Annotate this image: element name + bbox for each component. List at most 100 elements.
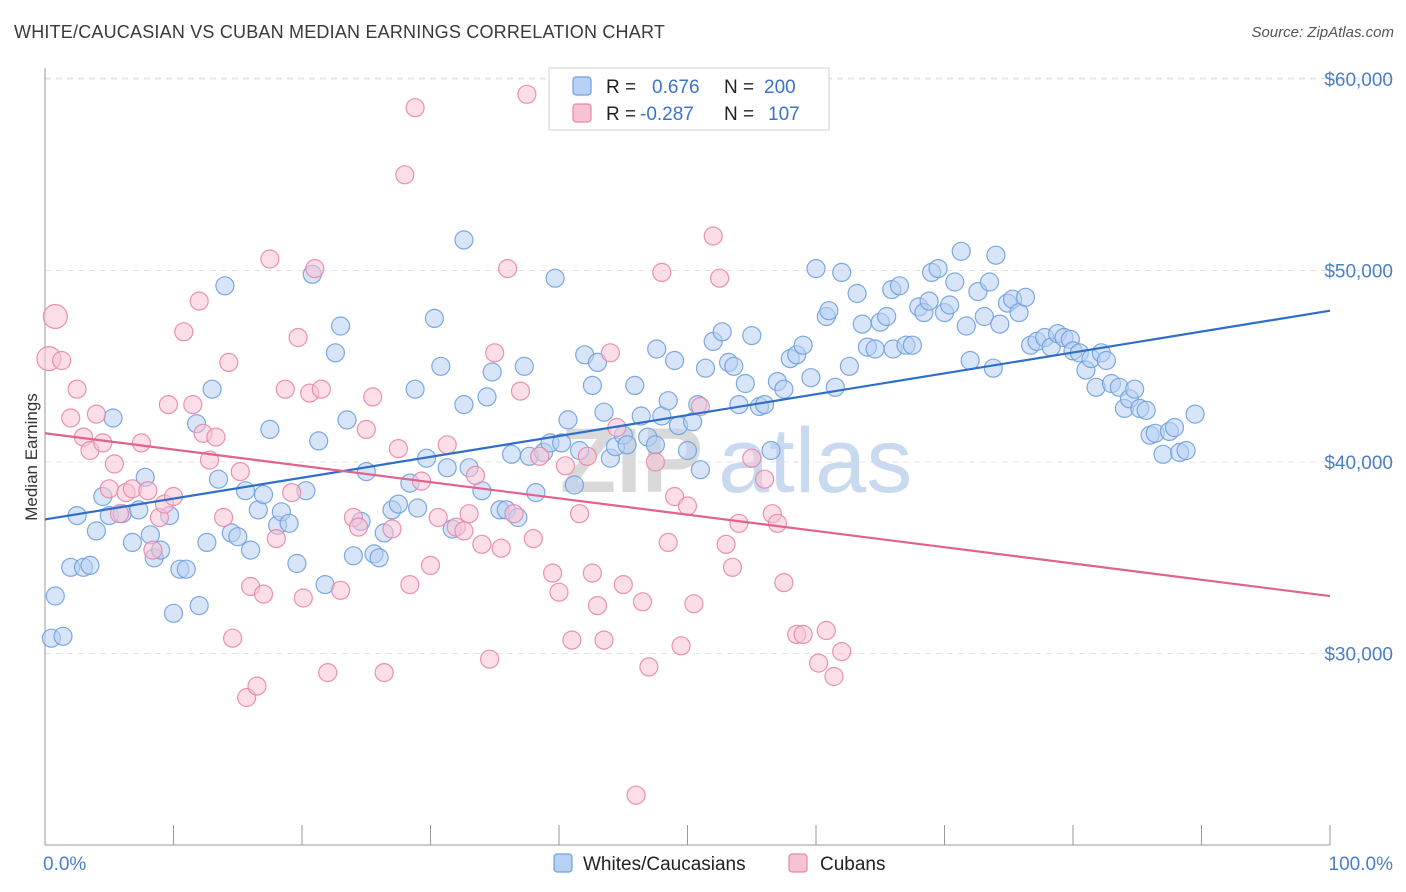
point-whites-91 bbox=[631, 406, 651, 426]
point-cubans-39 bbox=[288, 327, 308, 348]
point-cubans-73 bbox=[530, 446, 550, 466]
point-cubans-21 bbox=[174, 322, 194, 342]
point-whites-134 bbox=[889, 276, 910, 296]
point-whites-113 bbox=[761, 440, 781, 461]
y-tick-label-1: $40,000 bbox=[1324, 453, 1393, 474]
point-cubans-22 bbox=[183, 395, 203, 415]
point-cubans-72 bbox=[523, 528, 543, 549]
point-whites-27 bbox=[215, 276, 235, 296]
point-cubans-26 bbox=[206, 427, 226, 447]
point-whites-146 bbox=[956, 316, 976, 336]
bottom-legend-label-whites[interactable]: Whites/Caucasians bbox=[583, 854, 746, 875]
point-whites-78 bbox=[551, 433, 572, 453]
point-whites-10 bbox=[103, 408, 123, 428]
point-whites-99 bbox=[677, 440, 698, 461]
point-cubans-23 bbox=[189, 291, 209, 311]
point-cubans-96 bbox=[690, 396, 711, 417]
point-whites-145 bbox=[951, 241, 971, 261]
point-whites-89 bbox=[617, 435, 637, 455]
point-cubans-59 bbox=[437, 435, 457, 455]
x-tick-label-max: 100.0% bbox=[1329, 854, 1394, 875]
trend-line-whites bbox=[44, 309, 1331, 521]
x-tick-label-min: 0.0% bbox=[43, 854, 86, 875]
point-whites-60 bbox=[437, 458, 457, 478]
point-whites-151 bbox=[983, 358, 1003, 378]
point-whites-93 bbox=[647, 339, 667, 359]
point-whites-79 bbox=[558, 410, 578, 430]
point-cubans-48 bbox=[356, 419, 376, 439]
point-whites-7 bbox=[86, 521, 107, 541]
point-cubans-77 bbox=[562, 630, 582, 650]
point-whites-23 bbox=[189, 595, 209, 616]
point-cubans-94 bbox=[677, 496, 698, 516]
bottom-legend-label-cubans[interactable]: Cubans bbox=[820, 854, 886, 875]
point-whites-58 bbox=[424, 308, 444, 328]
point-cubans-53 bbox=[395, 165, 415, 185]
point-cubans-30 bbox=[230, 462, 250, 482]
point-whites-41 bbox=[309, 431, 329, 451]
point-whites-34 bbox=[260, 419, 280, 439]
point-whites-85 bbox=[594, 402, 614, 422]
bottom-legend-swatch-cubans[interactable] bbox=[788, 853, 808, 873]
point-whites-70 bbox=[501, 444, 522, 464]
point-whites-77 bbox=[545, 268, 565, 288]
point-cubans-86 bbox=[626, 785, 646, 805]
point-whites-126 bbox=[847, 283, 867, 304]
point-cubans-70 bbox=[510, 381, 531, 401]
point-cubans-37 bbox=[275, 379, 295, 399]
point-cubans-105 bbox=[767, 513, 788, 533]
legend-n-label-whites: N = bbox=[724, 77, 754, 98]
point-whites-25 bbox=[202, 379, 222, 399]
point-whites-24 bbox=[197, 532, 217, 553]
point-whites-97 bbox=[664, 350, 685, 371]
point-cubans-40 bbox=[293, 588, 313, 608]
point-whites-110 bbox=[742, 326, 762, 346]
point-cubans-100 bbox=[722, 557, 743, 577]
point-whites-38 bbox=[287, 553, 307, 574]
point-cubans-102 bbox=[742, 448, 762, 468]
point-whites-153 bbox=[990, 314, 1010, 334]
point-whites-102 bbox=[690, 460, 711, 480]
point-cubans-47 bbox=[348, 517, 369, 537]
legend-n-label-cubans: N = bbox=[724, 104, 754, 125]
point-whites-183 bbox=[1164, 417, 1185, 438]
point-cubans-93 bbox=[671, 636, 691, 656]
point-cubans-109 bbox=[808, 653, 829, 673]
point-whites-115 bbox=[774, 379, 794, 399]
point-whites-181 bbox=[1153, 444, 1173, 464]
point-whites-6 bbox=[80, 555, 100, 576]
trend-lines bbox=[44, 309, 1331, 598]
legend-top: R = 0.676 N = 200 R = -0.287 N = 107 bbox=[548, 67, 830, 131]
point-cubans-54 bbox=[400, 574, 420, 595]
point-whites-31 bbox=[241, 540, 261, 560]
point-whites-74 bbox=[526, 483, 546, 503]
point-whites-26 bbox=[208, 469, 229, 489]
point-whites-143 bbox=[939, 295, 960, 315]
point-cubans-14 bbox=[131, 433, 151, 453]
point-cubans-88 bbox=[639, 657, 659, 677]
point-cubans-7 bbox=[86, 404, 107, 424]
point-cubans-52 bbox=[388, 439, 408, 459]
y-tick-labels: $30,000 $40,000 $50,000 $60,000 bbox=[1324, 70, 1393, 666]
point-cubans-87 bbox=[632, 592, 653, 612]
point-whites-100 bbox=[682, 412, 703, 432]
point-whites-139 bbox=[919, 291, 939, 311]
y-tick-label-0: $30,000 bbox=[1324, 645, 1393, 666]
point-whites-185 bbox=[1176, 440, 1196, 461]
point-cubans-2 bbox=[52, 350, 72, 371]
point-whites-56 bbox=[408, 498, 428, 518]
point-whites-149 bbox=[974, 306, 994, 327]
point-whites-72 bbox=[514, 356, 534, 376]
point-whites-67 bbox=[482, 362, 502, 382]
legend-r-label-cubans: R = bbox=[606, 104, 636, 125]
source-label[interactable]: Source: ZipAtlas.com bbox=[1251, 24, 1394, 41]
point-cubans-82 bbox=[594, 630, 614, 650]
point-whites-90 bbox=[625, 375, 645, 395]
bottom-legend-swatch-whites[interactable] bbox=[553, 853, 573, 873]
point-cubans-92 bbox=[664, 486, 685, 507]
point-cubans-75 bbox=[549, 582, 569, 602]
point-cubans-98 bbox=[709, 268, 730, 288]
point-whites-119 bbox=[801, 368, 821, 388]
point-cubans-68 bbox=[498, 259, 518, 279]
